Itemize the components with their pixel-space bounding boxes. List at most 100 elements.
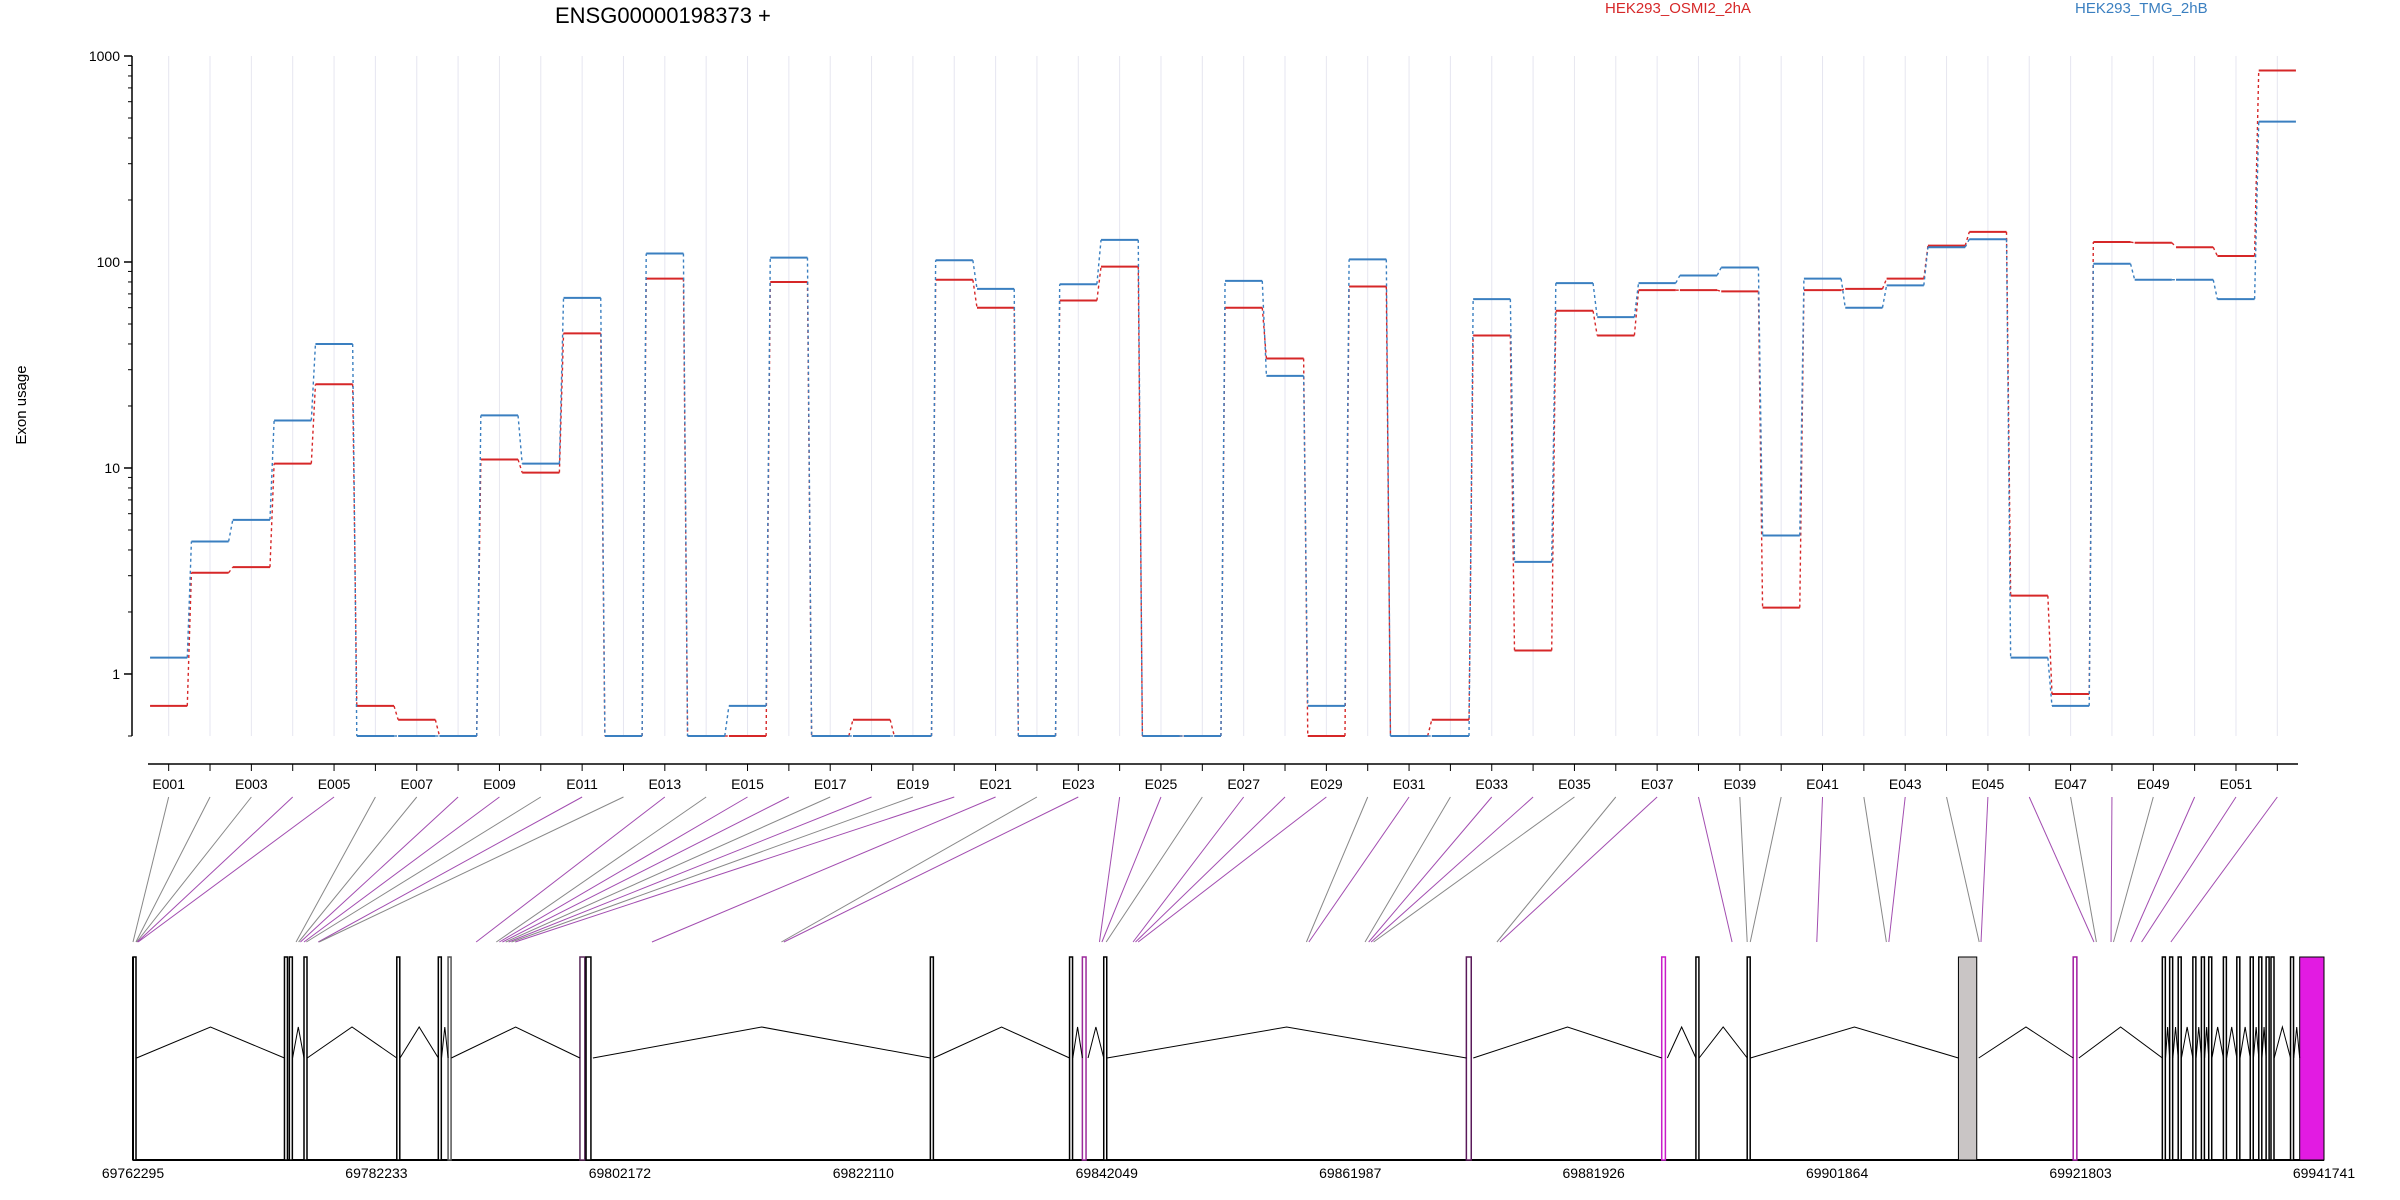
exon-link (318, 796, 624, 943)
intron-line (1666, 1025, 1697, 1059)
series-connector (2171, 242, 2177, 248)
exon-block (585, 956, 592, 1161)
exon-link (1308, 796, 1410, 943)
exon-block (2258, 956, 2263, 1161)
coordinate-label: 69802172 (589, 1165, 652, 1181)
series-connector (310, 384, 317, 464)
exon-link (1101, 796, 1162, 943)
series-connector (1757, 267, 1764, 536)
coordinate-label: 69921803 (2049, 1165, 2112, 1181)
series-connector (1509, 335, 1516, 651)
exon-block (2270, 956, 2275, 1161)
series-connector (1675, 275, 1681, 284)
x-tick-label: E017 (814, 776, 847, 792)
exon-link (1946, 796, 1980, 943)
exon-link (2110, 796, 2113, 943)
exon-link (300, 796, 459, 943)
series-connector (765, 257, 771, 706)
series-connector (1426, 719, 1433, 737)
series-connector (1385, 259, 1392, 737)
series-connector (1964, 238, 1970, 248)
series-connector (1964, 231, 1970, 246)
exon-link (505, 796, 831, 943)
series-connector (1096, 239, 1102, 285)
intron-line (933, 1026, 1070, 1059)
x-tick-label: E019 (897, 776, 930, 792)
series-connector (269, 463, 275, 568)
exon-link (1368, 796, 1493, 943)
exon-link (1749, 796, 1782, 943)
exon-block (2072, 956, 2078, 1161)
exon-link (306, 796, 542, 943)
exon-link (1739, 796, 1748, 943)
exon-link (2130, 796, 2196, 943)
intron-line (1698, 1026, 1748, 1059)
series-connector (2047, 595, 2053, 694)
series-connector (227, 519, 234, 542)
series-connector (1220, 280, 1226, 737)
exon-block (396, 956, 401, 1161)
x-tick-label: E047 (2054, 776, 2087, 792)
exon-block (2207, 956, 2213, 1161)
exon-block (1746, 956, 1751, 1161)
x-tick-label: E049 (2137, 776, 2170, 792)
x-tick-label: E001 (152, 776, 185, 792)
series-connector (1840, 278, 1846, 308)
series-connector (1261, 280, 1268, 376)
x-tick-label: E025 (1145, 776, 1178, 792)
exon-link (135, 796, 211, 943)
series-connector (1509, 299, 1516, 562)
exon-link (2113, 796, 2154, 943)
series-connector (1013, 288, 1020, 737)
series-connector (1881, 285, 1888, 308)
series-connector (1923, 247, 1929, 286)
exon-link (1697, 796, 1733, 943)
intron-line (592, 1026, 931, 1059)
series-connector (1137, 239, 1144, 737)
x-tick-label: E009 (483, 776, 516, 792)
series-connector (1633, 290, 1640, 336)
intron-line (399, 1026, 439, 1059)
exon-block (288, 956, 294, 1161)
exon-link (781, 796, 1038, 943)
x-tick-label: E043 (1889, 776, 1922, 792)
y-tick-label: 10 (104, 460, 120, 476)
exon-block (2200, 956, 2206, 1161)
exon-link (2070, 796, 2097, 943)
exon-link (1098, 796, 1121, 943)
exon-block (283, 956, 289, 1161)
x-tick-label: E045 (1972, 776, 2005, 792)
exon-link (132, 796, 170, 943)
series-connector (1220, 307, 1226, 737)
intron-line (2261, 1026, 2267, 1059)
y-tick-label: 1000 (89, 48, 120, 64)
exon-block (2161, 956, 2167, 1161)
intron-line (2180, 1026, 2194, 1059)
coordinate-label: 69861987 (1319, 1165, 1382, 1181)
x-tick-label: E013 (648, 776, 681, 792)
exon-block (2236, 956, 2241, 1161)
coordinate-label: 69842049 (1076, 1165, 1139, 1181)
exon-link (783, 796, 1079, 943)
series-connector (848, 719, 854, 737)
exon-link (1373, 796, 1575, 943)
series-connector (434, 719, 441, 737)
gene-model: 69762295 69782233 69802172 69822110 69842049… (102, 956, 2355, 1181)
x-tick-label: E033 (1475, 776, 1508, 792)
series-connector (558, 297, 565, 464)
series-connector (1840, 288, 1846, 291)
series-connector (972, 260, 978, 290)
exon-link-lines (132, 796, 2278, 943)
series-connector (1716, 267, 1722, 276)
exon-link (508, 796, 872, 943)
series-connector (310, 343, 317, 421)
x-tick-label: E029 (1310, 776, 1343, 792)
series-connector (1013, 307, 1020, 737)
exon-link (651, 796, 996, 943)
vertical-gridlines (168, 56, 2278, 736)
chart-title: ENSG00000198373 + (555, 3, 771, 28)
series-connector (1468, 299, 1474, 737)
exon-link (511, 796, 914, 943)
series-connector (1633, 283, 1640, 318)
series-connector (558, 333, 565, 473)
